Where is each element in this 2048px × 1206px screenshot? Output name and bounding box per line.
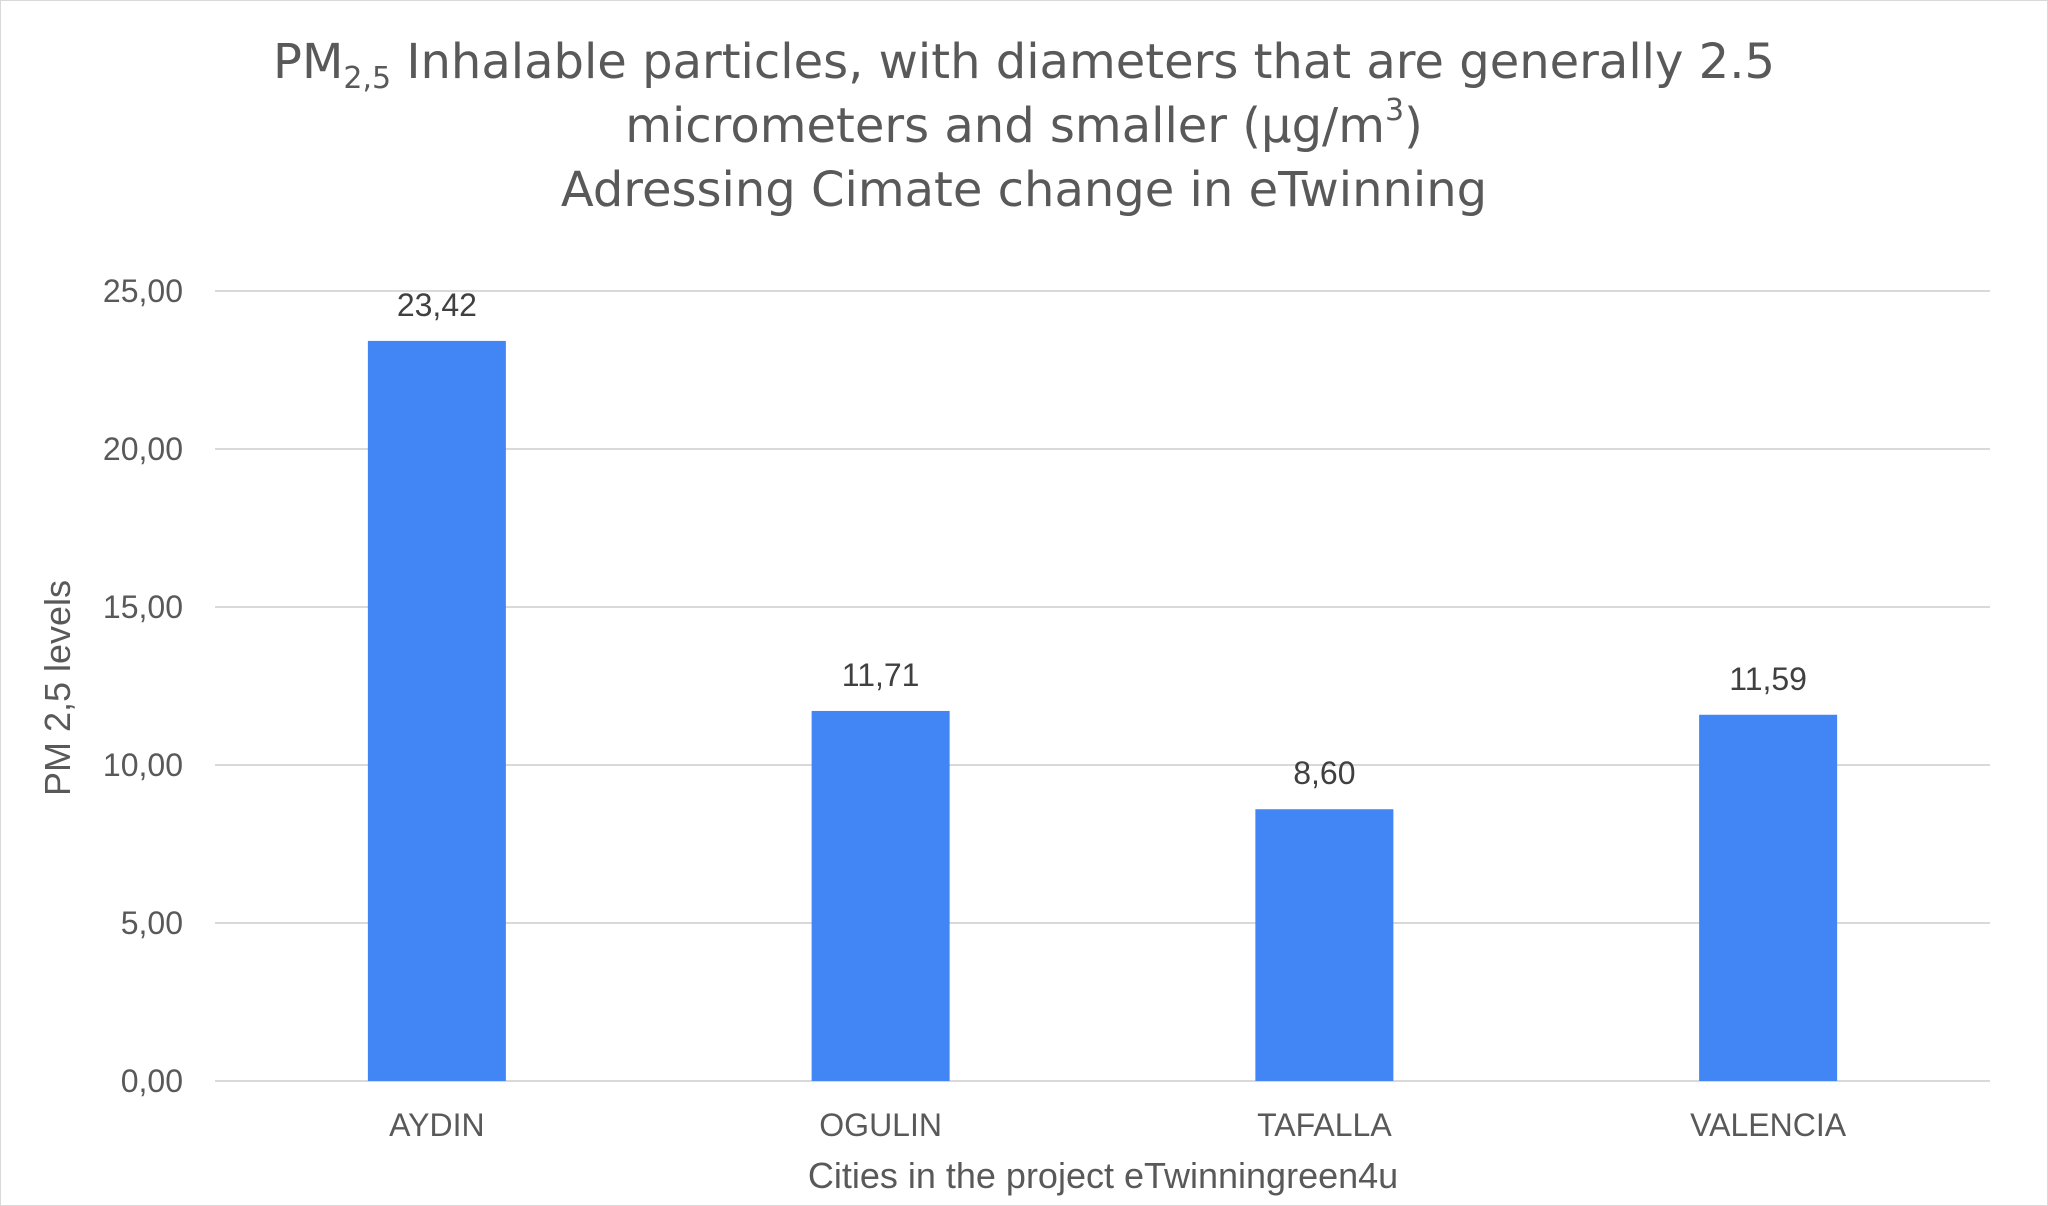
chart-title: PM2,5 Inhalable particles, with diameter… bbox=[0, 30, 2048, 222]
data-label: 8,60 bbox=[1293, 755, 1355, 791]
data-labels: 23,42 11,71 8,60 11,59 bbox=[397, 287, 1807, 791]
chart-title-prefix: PM bbox=[273, 34, 344, 90]
chart-title-superscript: 3 bbox=[1384, 93, 1405, 128]
x-tick-label: VALENCIA bbox=[1690, 1107, 1847, 1143]
x-tick-label: TAFALLA bbox=[1257, 1107, 1392, 1143]
x-tick-label: AYDIN bbox=[389, 1107, 484, 1143]
y-tick-label: 25,00 bbox=[103, 273, 183, 309]
data-label: 11,71 bbox=[842, 657, 920, 693]
y-tick-label: 20,00 bbox=[103, 431, 183, 467]
x-axis-title: Cities in the project eTwinningreen4u bbox=[808, 1155, 1398, 1196]
x-tick-label: OGULIN bbox=[819, 1107, 942, 1143]
x-axis-ticks: AYDIN OGULIN TAFALLA VALENCIA bbox=[389, 1107, 1847, 1143]
chart-title-subscript: 2,5 bbox=[343, 61, 392, 96]
y-tick-label: 10,00 bbox=[103, 747, 183, 783]
chart-title-line-2: micrometers and smaller (µg/m3) bbox=[0, 94, 2048, 158]
y-tick-label: 0,00 bbox=[121, 1063, 183, 1099]
bars bbox=[367, 340, 1838, 1082]
bar bbox=[1699, 714, 1838, 1081]
bar bbox=[1255, 809, 1394, 1081]
bar bbox=[367, 340, 506, 1082]
chart-title-line-2-text: micrometers and smaller (µg/m bbox=[625, 98, 1385, 154]
y-tick-label: 15,00 bbox=[103, 589, 183, 625]
chart-title-line-2-suffix: ) bbox=[1404, 98, 1423, 154]
gridlines bbox=[215, 290, 1990, 1082]
y-axis-title: PM 2,5 levels bbox=[37, 580, 78, 796]
y-axis-ticks: 0,00 5,00 10,00 15,00 20,00 25,00 bbox=[103, 273, 183, 1099]
data-label: 11,59 bbox=[1729, 661, 1807, 697]
chart-title-line-1: PM2,5 Inhalable particles, with diameter… bbox=[0, 30, 2048, 94]
bar bbox=[811, 710, 950, 1081]
chart-title-line-3: Adressing Cimate change in eTwinning bbox=[560, 162, 1488, 218]
chart-title-line-1-text: Inhalable particles, with diameters that… bbox=[391, 34, 1775, 90]
y-tick-label: 5,00 bbox=[121, 905, 183, 941]
data-label: 23,42 bbox=[397, 287, 477, 323]
